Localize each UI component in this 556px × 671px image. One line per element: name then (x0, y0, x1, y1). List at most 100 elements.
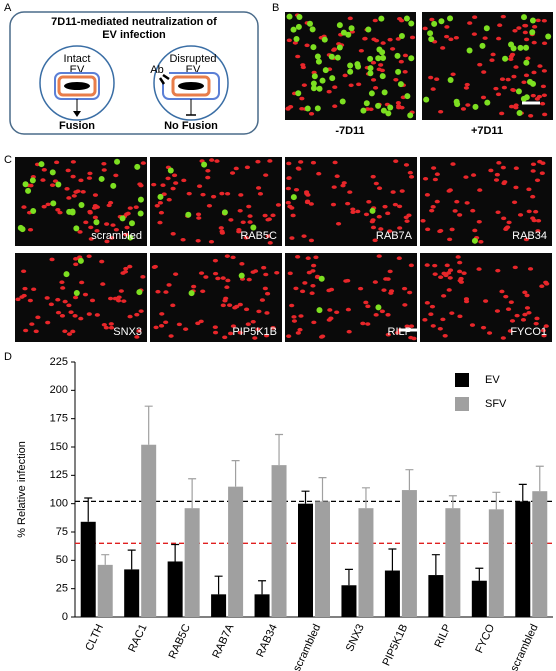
nucleus (64, 187, 70, 191)
nucleus (138, 309, 144, 313)
nucleus (541, 333, 547, 338)
infected-cell (98, 175, 105, 182)
nucleus (399, 189, 405, 193)
infected-cell (238, 272, 245, 279)
label: Intact (64, 53, 91, 65)
nucleus (478, 240, 484, 244)
nucleus (247, 220, 253, 224)
infected-cell (479, 42, 486, 49)
infected-cell (427, 30, 434, 37)
nucleus (31, 287, 37, 292)
infected-cell (347, 62, 354, 69)
infected-cell (408, 55, 415, 62)
nucleus (470, 208, 476, 213)
infected-cell (454, 101, 461, 108)
nucleus (497, 23, 503, 28)
nucleus (524, 306, 531, 310)
infected-cell (395, 68, 402, 75)
nucleus (122, 269, 129, 274)
nucleus (195, 321, 201, 326)
infected-cell (545, 33, 552, 40)
nucleus (449, 227, 455, 232)
nucleus (158, 210, 165, 215)
nucleus (225, 278, 231, 283)
nucleus (444, 25, 450, 29)
nucleus (533, 321, 539, 326)
infected-cell (380, 54, 387, 61)
nucleus (123, 266, 129, 271)
infected-cell (502, 55, 509, 62)
nucleus (166, 283, 172, 287)
nucleus (127, 264, 133, 269)
y-tick-label: 125 (50, 469, 68, 481)
bar (401, 490, 417, 617)
nucleus (429, 17, 435, 22)
nucleus (101, 168, 107, 172)
nucleus (55, 310, 62, 315)
nucleus (513, 166, 519, 171)
x-tick-label: PIP5K1B (381, 622, 411, 668)
nucleus (57, 210, 63, 215)
infected-cell (316, 307, 323, 314)
infected-cell (428, 36, 435, 43)
x-tick-label: RAB34 (254, 622, 280, 659)
nucleus (286, 161, 292, 166)
nucleus (397, 226, 403, 230)
nucleus (509, 52, 516, 57)
nucleus (539, 284, 545, 289)
legend-label: SFV (485, 398, 507, 410)
legend-swatch (455, 373, 469, 387)
error-bar (535, 465, 544, 492)
nucleus (422, 318, 428, 322)
nucleus (266, 217, 272, 222)
nucleus (262, 213, 268, 218)
error-bar (388, 548, 397, 571)
nucleus (239, 262, 245, 266)
nucleus (437, 326, 443, 331)
nucleus (530, 169, 536, 173)
nucleus (65, 168, 71, 173)
nucleus (263, 173, 269, 177)
nucleus (196, 184, 203, 188)
nucleus (176, 322, 182, 327)
nucleus (463, 86, 470, 90)
infected-cell (322, 67, 329, 74)
nucleus (499, 77, 506, 82)
nucleus (390, 47, 396, 51)
nucleus (288, 105, 294, 109)
infected-cell (368, 90, 375, 97)
nucleus (523, 237, 530, 242)
nucleus (495, 92, 502, 97)
nucleus (424, 301, 430, 305)
nucleus (195, 238, 201, 243)
image-label: RAB7A (376, 230, 413, 242)
nucleus (83, 220, 89, 225)
nucleus (490, 52, 496, 57)
infected-cell (290, 26, 297, 33)
error-bar (275, 433, 284, 466)
nucleus (44, 296, 50, 300)
infected-cell (185, 211, 192, 218)
nucleus (99, 259, 105, 264)
bar (141, 444, 157, 617)
infected-cell (22, 181, 29, 188)
image-label: SNX3 (113, 326, 142, 338)
nucleus (265, 234, 271, 238)
infected-cell (316, 85, 323, 92)
nucleus (73, 257, 79, 261)
label: Disrupted (169, 53, 216, 65)
nucleus (304, 199, 311, 204)
infected-cell (127, 234, 134, 241)
bar (254, 594, 270, 617)
infected-cell (73, 225, 80, 232)
nucleus (482, 36, 488, 40)
infected-cell (128, 220, 135, 227)
nucleus (15, 297, 21, 302)
nucleus (407, 170, 413, 175)
nucleus (500, 14, 506, 19)
nucleus (236, 229, 242, 234)
nucleus (87, 209, 93, 214)
nucleus (310, 283, 316, 288)
infected-cell (466, 47, 473, 54)
nucleus (59, 313, 66, 318)
